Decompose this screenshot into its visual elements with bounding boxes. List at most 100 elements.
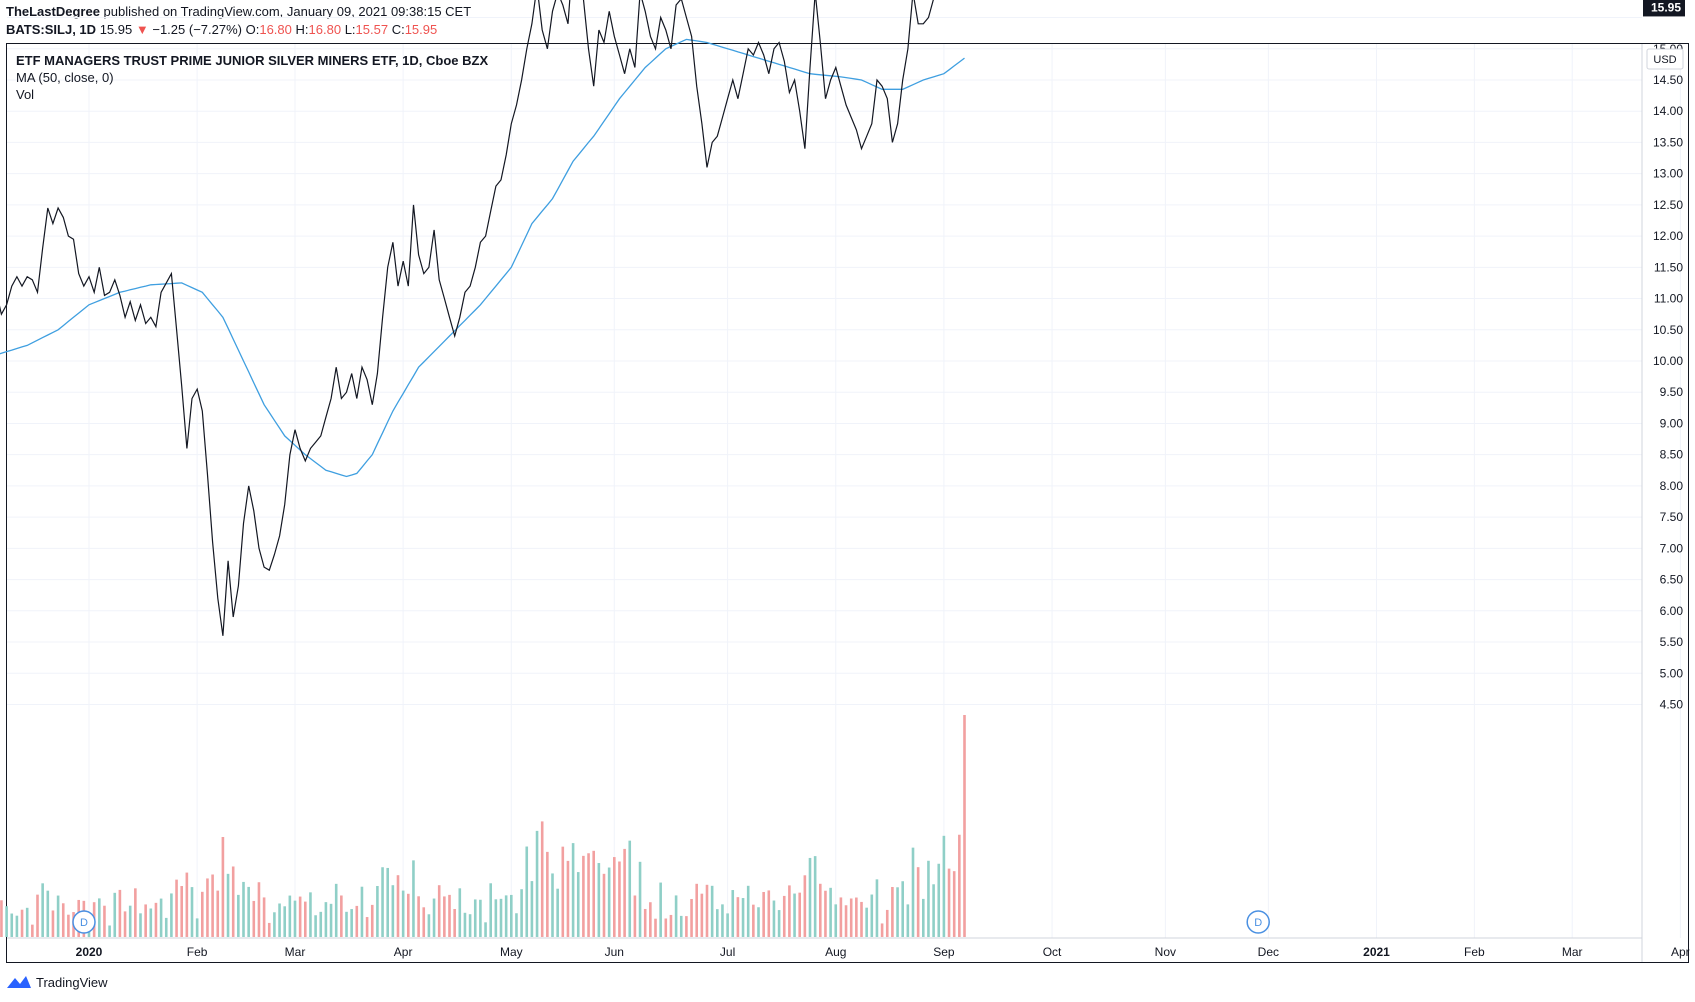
y-tick-label: 8.00 [1660,479,1684,493]
volume-bar [628,840,632,937]
volume-bar [211,874,214,937]
volume-bar [61,903,65,937]
volume-bar [237,894,240,937]
y-tick-label: 5.00 [1660,666,1684,680]
volume-bar [916,867,920,937]
volume-bar [154,902,158,937]
volume-bar [216,890,220,937]
volume-bar [623,848,626,937]
volume-bar [746,885,750,937]
volume-bar [736,897,740,937]
dividend-marker [72,910,96,934]
volume-bar [494,899,498,937]
volume-bar [288,895,292,937]
volume-bar [504,895,508,937]
volume-bar [484,922,487,937]
volume-bar [437,885,441,937]
close-label: C: [391,22,405,37]
dividend-marker [1246,910,1270,934]
volume-bar [164,917,168,937]
volume-bar [556,888,559,937]
volume-bar [134,888,137,937]
volume-bar [515,913,518,937]
volume-bar [159,898,163,937]
volume-bar [298,896,302,937]
volume-bar [309,892,312,937]
chart-frame[interactable] [6,43,1689,963]
x-tick-label: Jun [605,945,624,959]
low-label: L: [344,22,356,37]
volume-bar [15,915,19,937]
volume-bar [613,857,616,937]
open-label: O: [245,22,260,37]
volume-bar [576,872,580,937]
volume-bar [427,914,431,937]
volume-bar [345,911,348,937]
volume-bar [716,909,719,937]
volume-bar [679,915,683,937]
volume-bar [355,905,359,937]
volume-bar [937,863,941,937]
volume-bar [767,890,771,937]
volume-bar [417,896,420,937]
x-tick-label: 2021 [1363,945,1390,959]
volume-bar [36,894,39,937]
x-tick-label: Mar [1562,945,1583,959]
volume-bar [927,860,930,937]
volume-bar [741,898,745,937]
volume-bar [963,715,966,937]
volume-bar [231,866,235,937]
volume-bar [891,886,894,937]
y-tick-label: 10.00 [1653,354,1683,368]
volume-bar [911,847,915,937]
volume-bar [808,857,812,937]
volume-bar [5,906,8,937]
tradingview-logo[interactable]: TradingView [6,974,108,990]
volume-bar [870,894,874,937]
y-tick-label: 13.50 [1653,135,1683,149]
volume-bar [221,837,225,937]
x-tick-label: Aug [825,945,846,959]
author-name[interactable]: TheLastDegree [6,4,100,19]
volume-bar [561,846,565,937]
legend-title[interactable]: ETF MANAGERS TRUST PRIME JUNIOR SILVER M… [16,53,489,68]
legend-ma[interactable]: MA (50, close, 0) [16,70,114,85]
volume-bar [458,888,462,937]
volume-bar [597,863,601,937]
volume-bar [819,883,822,937]
x-tick-label: Apr [1671,945,1690,959]
volume-bar [571,843,575,937]
y-tick-label: 8.50 [1660,448,1684,462]
volume-bar [582,855,585,937]
volume-bar [752,904,755,937]
volume-bar [829,887,832,937]
y-tick-label: 6.00 [1660,604,1684,618]
volume-bar [324,902,328,937]
tradingview-logo-icon [7,976,31,988]
volume-bar [906,904,910,937]
volume-bar [144,904,147,937]
y-tick-label: 4.50 [1660,697,1684,711]
volume-bar [360,886,364,937]
volume-bar [659,882,662,937]
volume-bar [777,910,781,937]
volume-bar [41,883,44,937]
volume-bar [273,912,276,937]
volume-bar [602,873,606,937]
volume-bar [865,907,868,937]
volume-bar [20,909,24,937]
volume-bar [860,901,863,937]
volume-bar [731,890,735,937]
legend-vol[interactable]: Vol [16,87,35,102]
volume-bar [432,898,436,937]
x-tick-label: 2020 [76,945,103,959]
volume-bar [175,879,178,937]
volume-bar [525,846,529,937]
y-tick-label: 14.00 [1653,104,1683,118]
publish-line: TheLastDegree published on TradingView.c… [6,4,471,19]
volume-bar [855,897,858,937]
volume-bar [334,883,338,937]
x-tick-label: Oct [1043,945,1062,959]
volume-bar [654,918,657,937]
